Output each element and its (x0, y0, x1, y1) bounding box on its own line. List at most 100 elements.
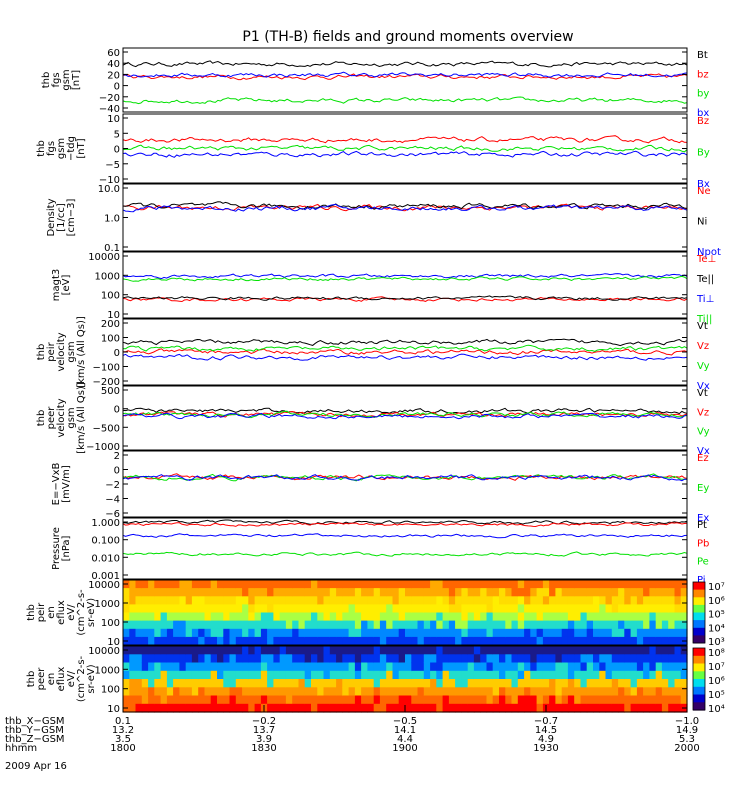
series-line-Te⊥ (122, 296, 688, 303)
y-tick-label: −500 (93, 423, 120, 434)
spectrogram-cell (386, 604, 394, 614)
spectrogram-cell (492, 596, 500, 605)
y-axis-label-line: gsm (61, 69, 72, 90)
spectrogram-cell (235, 636, 243, 646)
spectrogram-cell (423, 679, 431, 688)
spectrogram-cell (160, 670, 168, 680)
spectrogram-cell (461, 662, 469, 672)
spectrogram-cell (649, 604, 657, 614)
spectrogram-cell (624, 628, 632, 638)
spectrogram-cell (593, 695, 600, 705)
spectrogram-cell (674, 646, 682, 655)
spectrogram-cell (668, 679, 676, 688)
spectrogram-cell (135, 687, 143, 697)
spectrogram-cell (461, 695, 469, 705)
spectrogram-cell (636, 604, 644, 614)
spectrogram-cell (680, 604, 688, 614)
spectrogram-cell (461, 636, 469, 646)
spectrogram-cell (342, 703, 350, 713)
spectrogram-cell (317, 687, 325, 697)
spectrogram-cell (542, 662, 550, 672)
spectrogram-cell (298, 596, 306, 605)
spectrogram-cell (285, 604, 293, 614)
legend-by: by (697, 89, 709, 100)
spectrogram-cell (593, 612, 600, 622)
legend-Pb: Pb (697, 538, 709, 549)
time-axis-row-label: hhmm (5, 743, 37, 754)
series-line-Ti⊥ (122, 273, 688, 280)
spectrogram-cell (467, 604, 475, 614)
spectrogram-cell (267, 628, 274, 638)
spectrogram-cell (567, 679, 575, 688)
spectrogram-cell (423, 628, 431, 638)
spectrogram-cell (455, 628, 462, 638)
spectrogram-cell (292, 588, 300, 597)
spectrogram-cell (517, 604, 525, 614)
spectrogram-cell (486, 654, 494, 664)
spectrogram-cell (242, 670, 249, 680)
spectrogram-cell (618, 695, 625, 705)
spectrogram-cell (398, 670, 406, 680)
spectrogram-cell (141, 580, 149, 589)
spectrogram-cell (430, 588, 437, 597)
colorbar-tick-label: 10⁵ (708, 690, 725, 701)
spectrogram-cell (229, 679, 237, 688)
spectrogram-cell (336, 646, 343, 655)
spectrogram-cell (323, 628, 331, 638)
spectrogram-cell (517, 628, 525, 638)
spectrogram-cell (204, 636, 212, 646)
spectrogram-cell (423, 654, 431, 664)
spectrogram-cell (217, 703, 224, 713)
spectrogram-cell (618, 654, 625, 664)
spectrogram-cell (455, 703, 462, 713)
spectrogram-cell (141, 588, 149, 597)
legend-Vx: Vx (697, 446, 710, 457)
spectrogram-cell (405, 612, 412, 622)
spectrogram-cell (467, 580, 475, 589)
spectrogram-cell (173, 646, 180, 655)
spectrogram-cell (242, 662, 249, 672)
spectrogram-cell (379, 596, 387, 605)
spectrogram-cell (179, 703, 187, 713)
spectrogram-cell (492, 695, 500, 705)
spectrogram-cell (574, 654, 582, 664)
spectrogram-cell (567, 596, 575, 605)
spectrogram-cell (611, 687, 619, 697)
spectrogram-cell (135, 580, 143, 589)
series-line-Pi (122, 533, 688, 539)
spectrogram-cell (524, 662, 531, 672)
spectrogram-cell (129, 646, 137, 655)
spectrogram-cell (605, 703, 613, 713)
spectrogram-cell (411, 596, 419, 605)
spectrogram-cell (668, 687, 676, 697)
spectrogram-cell (267, 620, 274, 630)
spectrogram-cell (348, 612, 356, 622)
spectrogram-cell (223, 646, 231, 655)
spectrogram-cell (530, 588, 538, 597)
spectrogram-cell (423, 620, 431, 630)
spectrogram-cell (361, 662, 368, 672)
spectrogram-cell (480, 588, 488, 597)
spectrogram-cell (191, 588, 199, 597)
series-line-Ex (122, 474, 688, 482)
spectrogram-cell (185, 654, 193, 664)
spectrogram-cell (599, 588, 607, 597)
spectrogram-cell (680, 628, 688, 638)
spectrogram-cell (473, 604, 481, 614)
spectrogram-cell (185, 670, 193, 680)
spectrogram-cell (179, 687, 187, 697)
spectrogram-cell (173, 654, 180, 664)
spectrogram-cell (323, 679, 331, 688)
spectrogram-cell (235, 612, 243, 622)
spectrogram-cell (542, 596, 550, 605)
spectrogram-cell (379, 670, 387, 680)
spectrogram-cell (605, 654, 613, 664)
spectrogram-cell (242, 604, 249, 614)
spectrogram-cell (618, 670, 625, 680)
spectrogram-cell (342, 604, 350, 614)
spectrogram-cell (530, 604, 538, 614)
spectrogram-cell (499, 636, 506, 646)
spectrogram-cell (242, 687, 249, 697)
spectrogram-cell (480, 670, 488, 680)
spectrogram-cell (511, 596, 519, 605)
